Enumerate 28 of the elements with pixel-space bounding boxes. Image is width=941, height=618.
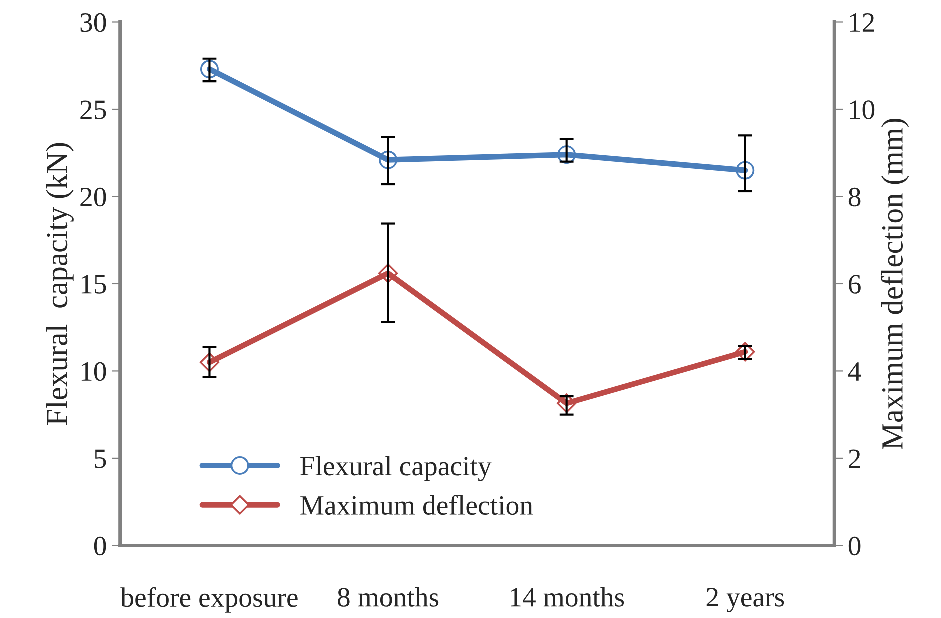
y-tick-label: 10 xyxy=(82,362,106,382)
y2-tick-label: 2 xyxy=(849,450,860,468)
y2-tick-label: 0 xyxy=(848,536,861,556)
y-tick-label: 5 xyxy=(94,450,106,468)
y2-tick-label: 8 xyxy=(848,188,861,207)
legend-label: Maximum deflection xyxy=(300,495,534,516)
y-tick-label: 0 xyxy=(94,536,106,556)
y-tick-label: 30 xyxy=(80,13,106,32)
x-tick-label: 14 months xyxy=(511,587,624,607)
y2-axis-title: Maximum deflection (mm) xyxy=(881,118,910,450)
y-axis-title: Flexural capacity (kN) xyxy=(46,143,74,426)
point xyxy=(736,161,755,180)
point xyxy=(379,150,398,170)
point xyxy=(200,352,220,372)
x-tick-label: 2 years xyxy=(706,588,784,613)
y-tick-label: 20 xyxy=(80,188,106,207)
y2-tick-label: 4 xyxy=(848,362,862,381)
y2-tick-label: 12 xyxy=(850,13,874,32)
y-tick-label: 15 xyxy=(82,275,106,294)
legend-label: Flexural capacity xyxy=(300,456,492,482)
y2-tick-label: 6 xyxy=(849,275,861,294)
point xyxy=(378,264,398,284)
y2-tick-label: 10 xyxy=(850,100,875,120)
point xyxy=(558,146,576,164)
y-tick-label: 25 xyxy=(80,100,106,120)
x-tick-label: 8 months xyxy=(338,587,439,607)
point xyxy=(200,60,219,79)
x-tick-label: before exposure xyxy=(120,587,298,613)
